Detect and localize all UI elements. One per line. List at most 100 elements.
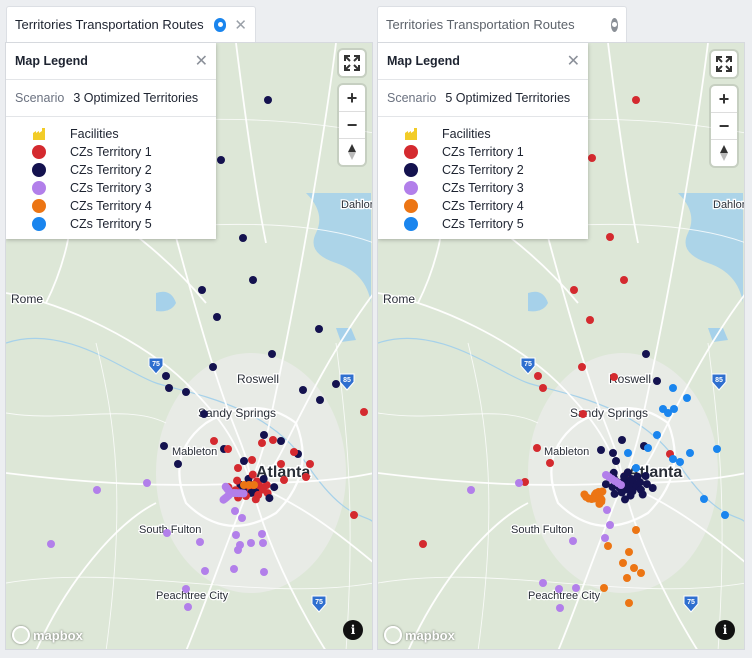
cz-point-territory-3 [219, 495, 228, 504]
minor-road [467, 342, 490, 649]
cz-point-territory-2 [642, 350, 650, 358]
highway-shield-label: 85 [343, 377, 351, 384]
cz-point-territory-2 [299, 386, 307, 394]
cz-point-territory-2 [277, 437, 285, 445]
cz-point-territory-3 [556, 604, 564, 612]
territory-1-swatch [404, 145, 418, 159]
cz-point-territory-3 [232, 531, 240, 539]
cz-point-territory-2 [264, 96, 272, 104]
cz-point-territory-1 [533, 444, 541, 452]
legend-item-territory-3: CZs Territory 3 [6, 179, 216, 197]
close-legend-icon[interactable]: ✕ [566, 53, 580, 70]
highway-shield-label: 75 [524, 361, 532, 368]
info-icon[interactable]: i [343, 620, 363, 640]
cz-point-territory-4 [630, 564, 638, 572]
cz-point-territory-2 [648, 484, 657, 492]
road [607, 43, 639, 244]
legend-item-territory-4: CZs Territory 4 [6, 197, 216, 215]
lake-allatoona [528, 291, 548, 312]
cz-point-territory-3 [47, 540, 55, 548]
cz-point-territory-4 [625, 599, 633, 607]
cz-point-territory-5 [700, 495, 708, 503]
close-icon[interactable]: ✕ [234, 16, 247, 34]
map-tab-right[interactable]: Territories Transportation Routes [377, 6, 627, 42]
cz-point-territory-4 [604, 542, 612, 550]
cz-point-territory-2 [642, 480, 651, 489]
legend-title: Map Legend [15, 54, 88, 68]
cz-point-territory-2 [259, 475, 268, 483]
cz-point-territory-1 [620, 276, 628, 284]
mapbox-logo[interactable]: mapbox [12, 626, 83, 644]
place-label: Sandy Springs [198, 406, 276, 420]
map-panel-right[interactable]: 75 85 75 Rome Roswell Sandy Springs Mableton At… [377, 42, 745, 650]
place-label: Roswell [609, 372, 651, 386]
cz-point-territory-3 [467, 486, 475, 494]
road [250, 43, 337, 484]
cz-point-territory-2 [260, 431, 268, 439]
cz-point-territory-4 [625, 548, 633, 556]
cz-point-territory-1 [251, 495, 260, 504]
fullscreen-button[interactable] [711, 51, 737, 77]
cz-point-territory-3 [201, 567, 209, 575]
legend-title: Map Legend [387, 54, 460, 68]
cz-point-territory-2 [209, 363, 217, 371]
road [378, 292, 624, 484]
territory-5-swatch [404, 217, 418, 231]
fullscreen-button[interactable] [339, 50, 365, 76]
legend-item-facilities: Facilities [6, 125, 216, 143]
scenario-label: Scenario [15, 91, 65, 105]
river [378, 337, 744, 522]
place-label: Sandy Springs [570, 406, 648, 420]
cz-point-territory-2 [268, 350, 276, 358]
cz-point-territory-1 [632, 96, 640, 104]
mapbox-logo[interactable]: mapbox [384, 626, 455, 644]
zoom-out-button[interactable]: − [711, 113, 737, 140]
scenario-label: Scenario [387, 91, 437, 105]
cz-point-territory-3 [182, 585, 190, 593]
road [178, 407, 304, 527]
cz-point-territory-3 [539, 579, 547, 587]
cz-point-territory-3 [258, 530, 266, 538]
compass-icon [720, 145, 728, 161]
cz-point-territory-4 [637, 569, 645, 577]
cz-point-territory-4 [598, 487, 607, 496]
map-panel-left[interactable]: 75 85 75 Rome Roswell Sandy Springs Mableton At… [5, 42, 373, 650]
cz-point-territory-4 [619, 559, 627, 567]
cz-point-territory-2 [609, 449, 617, 457]
place-label: Peachtree City [156, 590, 229, 602]
cz-point-territory-3 [603, 506, 611, 514]
highway-shield-label: 75 [687, 599, 695, 606]
cz-point-territory-5 [664, 409, 672, 417]
cz-point-territory-1 [262, 481, 271, 490]
place-label: Mableton [172, 446, 217, 458]
cz-point-territory-4 [250, 481, 258, 489]
fullscreen-icon [344, 55, 360, 71]
cz-point-territory-2 [332, 380, 340, 388]
fullscreen-icon [716, 56, 732, 72]
tab-title: Territories Transportation Routes [15, 17, 204, 32]
highway-shield-label: 75 [315, 599, 323, 606]
zoom-in-button[interactable]: + [711, 86, 737, 113]
cz-point-territory-2 [160, 442, 168, 450]
info-icon[interactable]: i [715, 620, 735, 640]
compass-icon [348, 144, 356, 160]
zoom-out-button[interactable]: − [339, 112, 365, 139]
close-legend-icon[interactable]: ✕ [194, 53, 208, 70]
cz-point-territory-1 [606, 233, 614, 241]
location-pin-icon [610, 17, 618, 32]
cz-point-territory-3 [239, 489, 248, 498]
road [550, 407, 676, 527]
zoom-in-button[interactable]: + [339, 85, 365, 112]
legend-item-facilities: Facilities [378, 125, 588, 143]
compass-button[interactable] [339, 139, 365, 165]
facility-icon [32, 127, 46, 141]
territory-5-swatch [32, 217, 46, 231]
cz-point-territory-2 [249, 276, 257, 284]
minor-road [6, 576, 372, 590]
map-legend: Map Legend ✕ Scenario 5 Optimized Territ… [378, 43, 588, 239]
compass-button[interactable] [711, 140, 737, 166]
place-label: Rome [383, 292, 415, 306]
cz-point-territory-3 [247, 539, 255, 547]
map-tab-left[interactable]: Territories Transportation Routes ✕ [6, 6, 256, 42]
road [378, 472, 624, 486]
